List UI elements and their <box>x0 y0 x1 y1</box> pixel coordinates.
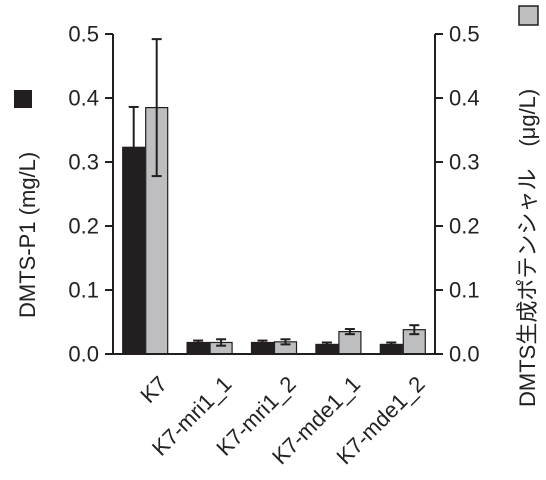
right-tick-label-1: 0.1 <box>449 278 480 303</box>
x-tick-label-0: K7 <box>135 371 172 408</box>
left-tick-label-4: 0.4 <box>68 86 99 111</box>
left-tick-labels: 0.0 0.1 0.2 0.3 0.4 0.5 <box>68 22 99 367</box>
left-tick-label-2: 0.2 <box>68 214 99 239</box>
left-tick-label-0: 0.0 <box>68 342 99 367</box>
right-tick-label-4: 0.4 <box>449 86 480 111</box>
left-tick-label-3: 0.3 <box>68 150 99 175</box>
left-legend-swatch <box>14 90 32 108</box>
right-tick-label-3: 0.3 <box>449 150 480 175</box>
right-tick-label-2: 0.2 <box>449 214 480 239</box>
right-tick-labels: 0.0 0.1 0.2 0.3 0.4 0.5 <box>449 22 480 367</box>
bars-layer <box>122 106 426 355</box>
error-bars-layer <box>128 38 420 348</box>
right-tick-label-0: 0.0 <box>449 342 480 367</box>
right-legend-swatch <box>518 5 539 26</box>
left-axis-label: DMTS-P1 (mg/L) <box>15 152 40 318</box>
left-tick-label-5: 0.5 <box>68 22 99 47</box>
right-axis-label: DMTS生成ポテンシャル (μg/L) <box>515 89 540 407</box>
left-tick-label-1: 0.1 <box>68 278 99 303</box>
axes-layer <box>105 33 443 355</box>
right-tick-label-5: 0.5 <box>449 22 480 47</box>
